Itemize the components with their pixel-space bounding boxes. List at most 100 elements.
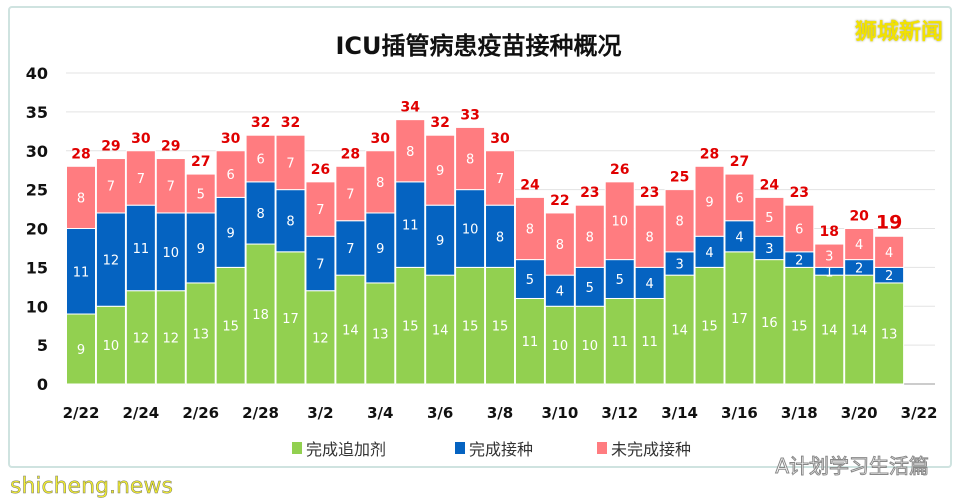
bar-segment: [215, 266, 246, 385]
bar-segment: [125, 204, 156, 292]
x-tick-label: 2/22: [63, 404, 100, 422]
segment-label: 17: [731, 312, 748, 327]
legend-item-complete: 完成接种: [455, 436, 533, 460]
bar-segment: [604, 297, 635, 385]
x-tick-label: 3/6: [427, 404, 453, 422]
bar-segment: [634, 297, 665, 385]
segment-label: 10: [103, 339, 120, 354]
segment-label: 2: [885, 269, 893, 284]
segment-label: 3: [765, 242, 773, 257]
segment-label: 6: [256, 153, 264, 168]
total-label: 27: [730, 154, 749, 170]
segment-label: 5: [616, 273, 624, 288]
bar-segment: [66, 228, 96, 315]
segment-label: 10: [611, 215, 628, 230]
total-label: 19: [876, 211, 902, 233]
total-label: 32: [281, 115, 300, 131]
bar-segment: [275, 251, 306, 385]
segment-label: 7: [346, 242, 354, 257]
bar-segment: [544, 212, 575, 276]
legend-swatch: [455, 442, 465, 454]
y-tick-label: 25: [26, 181, 48, 200]
x-tick-label: 3/20: [841, 404, 878, 422]
segment-label: 11: [611, 335, 628, 350]
bar-segment: [604, 259, 635, 299]
total-label: 28: [341, 146, 360, 162]
segment-label: 10: [462, 223, 479, 238]
bar-segment: [574, 204, 605, 268]
segment-label: 3: [675, 257, 683, 272]
segment-label: 15: [791, 320, 808, 335]
total-label: 25: [670, 170, 689, 186]
bar-segment: [485, 204, 516, 268]
bar-segment: [305, 290, 336, 385]
total-label: 27: [191, 154, 210, 170]
y-tick-label: 35: [26, 103, 48, 122]
total-label: 29: [161, 139, 180, 155]
x-tick-label: 2/28: [242, 404, 279, 422]
total-label: 32: [430, 115, 449, 131]
bar-segment: [95, 212, 126, 307]
total-label: 28: [71, 146, 90, 162]
bar-segment: [544, 305, 575, 385]
bar-segment: [874, 235, 905, 268]
bar-segment: [844, 274, 875, 385]
segment-label: 8: [77, 191, 85, 206]
total-label: 22: [550, 193, 569, 209]
bar-segment: [335, 220, 366, 276]
bar-segment: [694, 165, 725, 237]
total-label: 20: [849, 209, 869, 225]
bar-segment: [215, 150, 246, 198]
total-label: 34: [400, 100, 420, 116]
y-tick-label: 5: [37, 336, 48, 355]
segment-label: 7: [316, 203, 324, 218]
x-tick-label: 3/4: [367, 404, 393, 422]
segment-label: 9: [227, 226, 235, 241]
bar-segment: [215, 196, 246, 268]
segment-label: 14: [432, 324, 449, 339]
segment-label: 12: [103, 254, 120, 269]
segment-label: 12: [312, 331, 329, 346]
total-label: 23: [640, 185, 659, 201]
bar-segment: [664, 189, 695, 253]
bar-segment: [754, 196, 785, 237]
segment-label: 17: [282, 312, 299, 327]
total-label: 18: [820, 224, 839, 240]
bar-segment: [754, 259, 785, 385]
segment-label: 11: [641, 335, 658, 350]
watermark-logo: 狮城新闻: [854, 20, 943, 45]
total-label: 32: [251, 115, 270, 131]
total-label: 24: [760, 177, 780, 193]
segment-label: 10: [582, 339, 599, 354]
bar-segment: [814, 243, 845, 268]
bar-segment: [155, 212, 186, 292]
x-tick-label: 3/12: [601, 404, 638, 422]
segment-label: 8: [526, 223, 534, 238]
segment-label: 4: [855, 238, 863, 253]
segment-label: 7: [167, 180, 175, 195]
segment-label: 11: [133, 242, 150, 257]
segment-label: 5: [197, 188, 205, 203]
bar-segment: [335, 274, 366, 385]
bar-segment: [95, 305, 126, 385]
total-label: 30: [131, 131, 151, 147]
segment-label: 8: [496, 230, 504, 245]
bar-segment: [634, 204, 665, 268]
segment-label: 7: [316, 257, 324, 272]
segment-label: 7: [496, 172, 504, 187]
legend-label: 完成接种: [469, 440, 534, 459]
segment-label: 12: [133, 331, 150, 346]
segment-label: 9: [77, 343, 85, 358]
segment-label: 8: [376, 176, 384, 191]
segment-label: 2: [795, 254, 803, 269]
bar-segment: [514, 297, 545, 385]
segment-label: 4: [556, 285, 564, 300]
bar-segment: [155, 290, 186, 385]
total-label: 23: [790, 185, 809, 201]
segment-label: 7: [346, 188, 354, 203]
bar-segment: [784, 204, 815, 253]
total-label: 23: [580, 185, 599, 201]
segment-label: 6: [735, 191, 743, 206]
total-label: 29: [101, 139, 120, 155]
bar-segment: [185, 282, 216, 385]
